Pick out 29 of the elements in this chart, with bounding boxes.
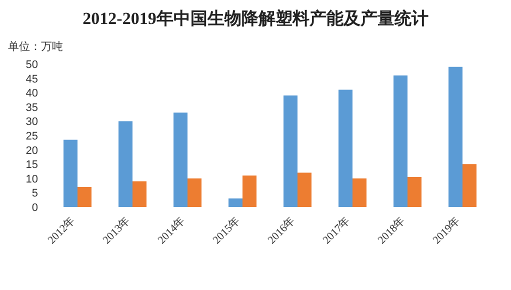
bar <box>338 90 352 207</box>
bar <box>284 95 298 207</box>
bar <box>118 121 132 207</box>
y-tick-label: 40 <box>26 88 38 100</box>
bar <box>78 186 92 207</box>
bar <box>448 66 462 207</box>
bar <box>352 178 366 207</box>
bar <box>188 178 202 207</box>
y-tick-label: 0 <box>32 202 38 214</box>
bar <box>64 140 78 207</box>
chart-title: 2012-2019年中国生物降解塑料产能及产量统计 <box>82 8 428 28</box>
bar <box>174 112 188 207</box>
bar <box>132 181 146 207</box>
y-tick-label: 20 <box>26 144 38 157</box>
y-tick-label: 25 <box>26 130 38 142</box>
y-tick-label: 30 <box>26 116 38 128</box>
y-tick-label: 5 <box>32 188 38 200</box>
y-tick-label: 45 <box>26 73 38 86</box>
y-axis-title: 单位：万吨 <box>8 40 63 53</box>
bar <box>242 176 256 207</box>
y-tick-label: 10 <box>26 173 38 186</box>
bar <box>298 172 312 207</box>
y-tick-label: 15 <box>26 159 38 172</box>
y-tick-label: 35 <box>26 102 38 114</box>
y-tick-label: 50 <box>26 59 38 71</box>
bar <box>228 198 242 207</box>
bar <box>394 75 408 207</box>
bar <box>462 164 476 207</box>
bar <box>408 176 422 207</box>
